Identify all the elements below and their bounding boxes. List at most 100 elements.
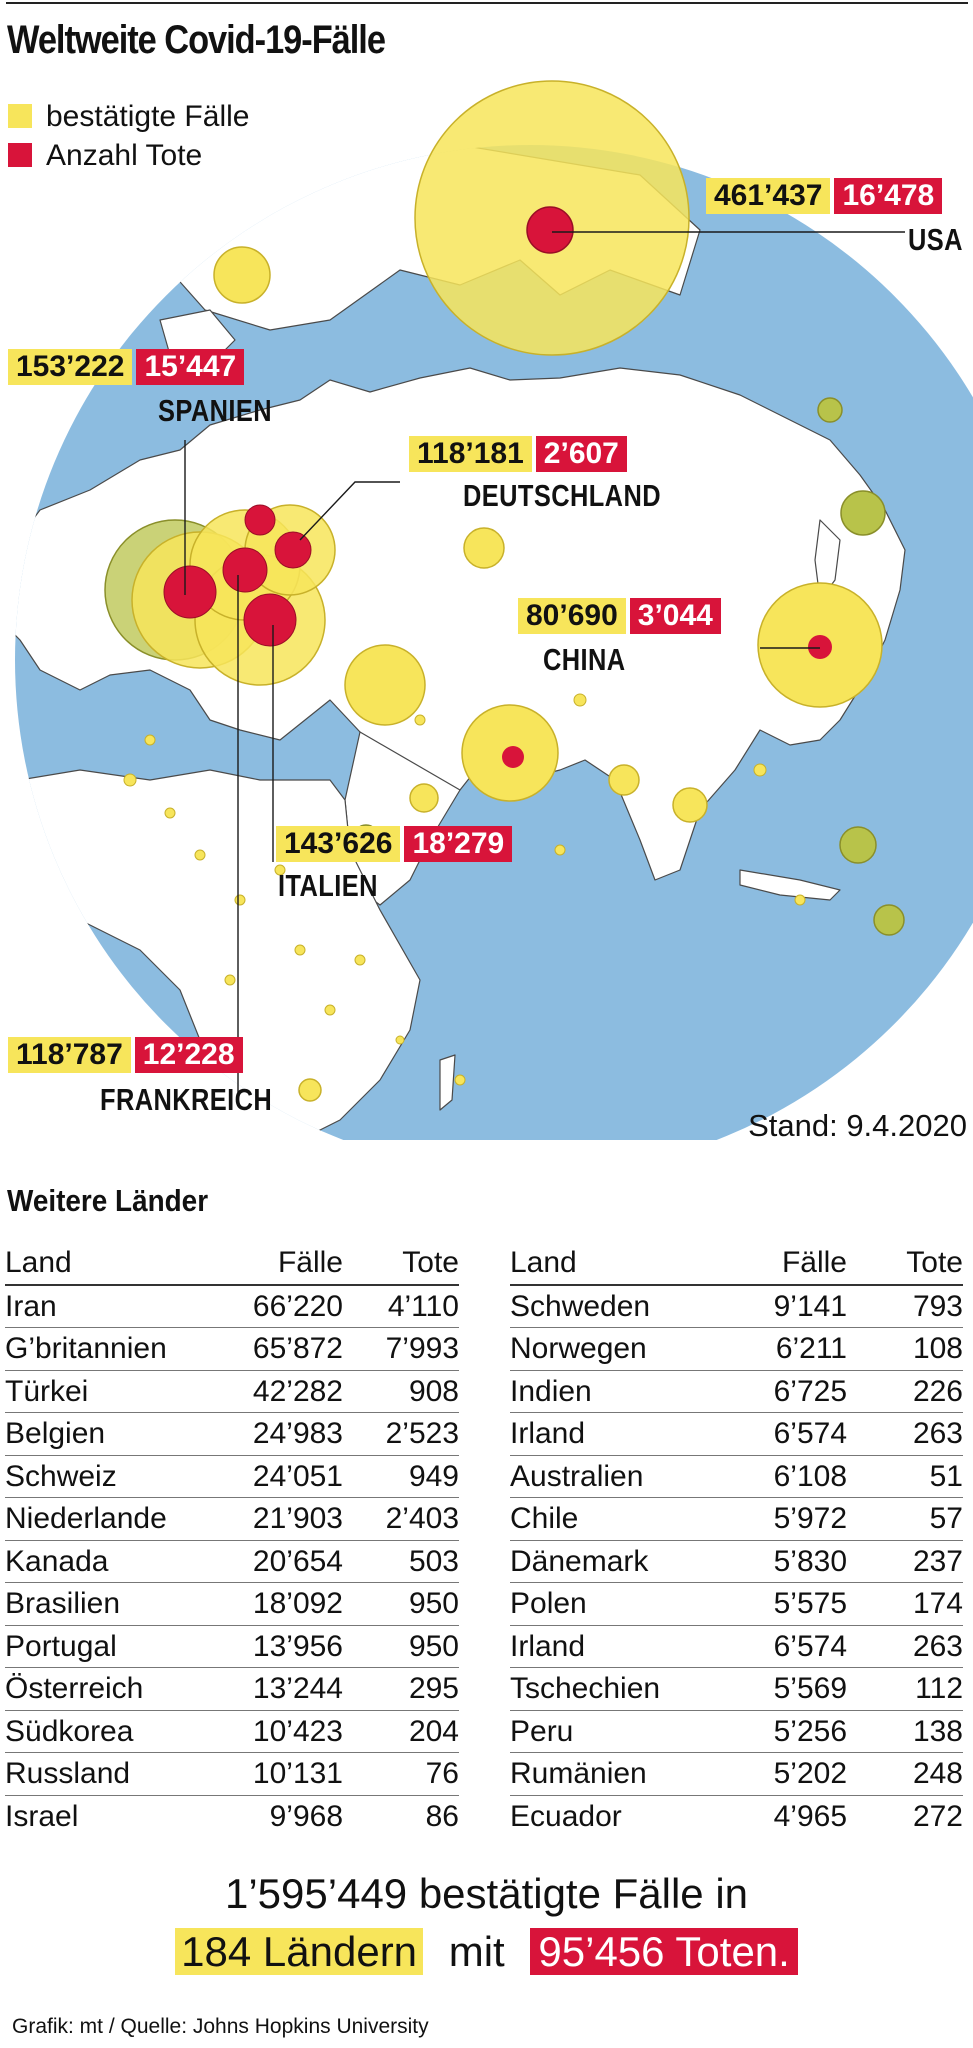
country-dot: [194, 849, 206, 861]
globe-map: [15, 80, 973, 1140]
bubble-canada: [213, 246, 271, 304]
cell-tote: 226: [847, 1370, 963, 1413]
table-row: Ecuador 4’965 272: [510, 1795, 963, 1837]
table-row: Russland 10’131 76: [5, 1752, 459, 1796]
country-dot: [454, 1074, 466, 1086]
table-row: Polen 5’575 174: [510, 1582, 963, 1626]
country-dot: [324, 1004, 336, 1016]
dot-italy: [243, 593, 297, 647]
dot-france: [222, 547, 268, 593]
country-dot: [274, 864, 286, 876]
cell-faelle: 5’972: [715, 1497, 847, 1541]
cell-land: Schweden: [510, 1284, 715, 1328]
country-dot: [554, 844, 566, 856]
callout-china-values: 80’690 3’044: [518, 598, 721, 634]
spanien-label: SPANIEN: [158, 393, 272, 428]
cell-land: Indien: [510, 1370, 715, 1413]
cell-faelle: 13’956: [210, 1625, 343, 1668]
table-row: Peru 5’256 138: [510, 1710, 963, 1753]
madagascar: [439, 1054, 456, 1111]
cell-faelle: 66’220: [210, 1284, 343, 1328]
europe-asia: [15, 367, 906, 881]
total-deaths: 95’456 Toten.: [530, 1928, 798, 1975]
leader-deutschland: [299, 481, 400, 541]
deutschland-cases: 118’181: [409, 436, 532, 472]
cell-land: Belgien: [5, 1412, 210, 1456]
cell-land: Irland: [510, 1412, 715, 1456]
cell-land: Türkei: [5, 1370, 210, 1413]
cell-tote: 86: [425, 1799, 459, 1833]
cell-tote: 503: [343, 1540, 459, 1583]
usa-cases: 461’437: [706, 178, 831, 214]
cell-tote: 4’110: [343, 1284, 459, 1328]
bubble-israel: [409, 783, 439, 813]
bubble-pakistan: [608, 764, 640, 796]
cell-land: Rumänien: [510, 1752, 715, 1796]
spanien-deaths: 15’447: [136, 349, 245, 385]
dot-usa: [526, 206, 574, 254]
header-land: Land: [5, 1242, 210, 1286]
bubble-turkey: [344, 644, 426, 726]
total-line-1: 1’595’449 bestätigte Fälle in: [224, 1870, 749, 1917]
cell-land: Österreich: [5, 1667, 210, 1711]
table-row: Indien 6’725 226: [510, 1370, 963, 1413]
usa-label: USA: [908, 222, 963, 257]
cell-tote: 2’523: [343, 1412, 459, 1456]
cell-tote: 248: [847, 1752, 963, 1796]
cell-faelle: 20’654: [210, 1540, 343, 1583]
header-faelle: Fälle: [210, 1242, 343, 1286]
legend-confirmed: bestätigte Fälle: [8, 100, 249, 134]
cell-faelle: 9’968: [269, 1799, 343, 1833]
bubble-indonesia: [873, 904, 905, 936]
cell-faelle: 6’574: [715, 1412, 847, 1456]
cell-tote: 263: [847, 1412, 963, 1456]
table-row: Irland 6’574 263: [510, 1412, 963, 1456]
dot-germany: [274, 531, 312, 569]
cell-tote: 138: [847, 1710, 963, 1753]
table-row: Irland 6’574 263: [510, 1625, 963, 1668]
cell-faelle: 24’051: [210, 1455, 343, 1498]
bubble-russia: [463, 527, 505, 569]
china-cases: 80’690: [518, 598, 626, 634]
cell-faelle: 65’872: [210, 1327, 343, 1371]
cell-tote: 950: [343, 1625, 459, 1668]
cell-land: Südkorea: [5, 1710, 210, 1753]
legend-deaths: Anzahl Tote: [8, 139, 202, 173]
cell-faelle: 21’903: [210, 1497, 343, 1541]
cell-land: Tschechien: [510, 1667, 715, 1711]
table-row: Österreich 13’244 295: [5, 1667, 459, 1711]
cell-tote: 57: [847, 1497, 963, 1541]
dot-iran: [502, 746, 524, 768]
frankreich-label: FRANKREICH: [100, 1082, 273, 1117]
cell-land: Chile: [510, 1497, 715, 1541]
cell-tote: 295: [343, 1667, 459, 1711]
cell-tote: 51: [847, 1455, 963, 1498]
cell-tote: 263: [847, 1625, 963, 1668]
legend-confirmed-swatch: [8, 104, 32, 128]
cell-land: Dänemark: [510, 1540, 715, 1583]
cell-land: Iran: [5, 1284, 210, 1328]
total-countries: 184 Ländern: [175, 1928, 424, 1975]
china-deaths: 3’044: [629, 598, 721, 634]
country-dot: [123, 773, 137, 787]
italien-cases: 143’626: [276, 826, 401, 862]
cell-land: Portugal: [5, 1625, 210, 1668]
cell-faelle: 9’141: [715, 1284, 847, 1328]
cell-faelle: 42’282: [210, 1370, 343, 1413]
stand-date: Stand: 9.4.2020: [748, 1108, 967, 1143]
cell-faelle: 5’256: [715, 1710, 847, 1753]
indonesia: [739, 869, 841, 901]
cell-tote: 908: [343, 1370, 459, 1413]
cell-tote: 76: [343, 1752, 459, 1796]
cell-land: Norwegen: [510, 1327, 715, 1371]
table-row: Schweden 9’141 793: [510, 1284, 963, 1328]
cell-land: Irland: [510, 1625, 715, 1668]
cell-faelle: 6’108: [715, 1455, 847, 1498]
cell-land: Kanada: [5, 1540, 210, 1583]
table-right: Land Fälle Tote Schweden 9’141 793 Norwegen…: [510, 1242, 963, 1837]
leader-lines: [184, 231, 905, 1095]
bubble-india: [672, 787, 708, 823]
country-dot: [224, 974, 236, 986]
country-dot: [164, 807, 176, 819]
cell-tote: 272: [912, 1799, 963, 1833]
